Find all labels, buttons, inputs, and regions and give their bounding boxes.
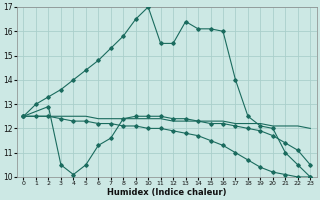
X-axis label: Humidex (Indice chaleur): Humidex (Indice chaleur) (107, 188, 227, 197)
